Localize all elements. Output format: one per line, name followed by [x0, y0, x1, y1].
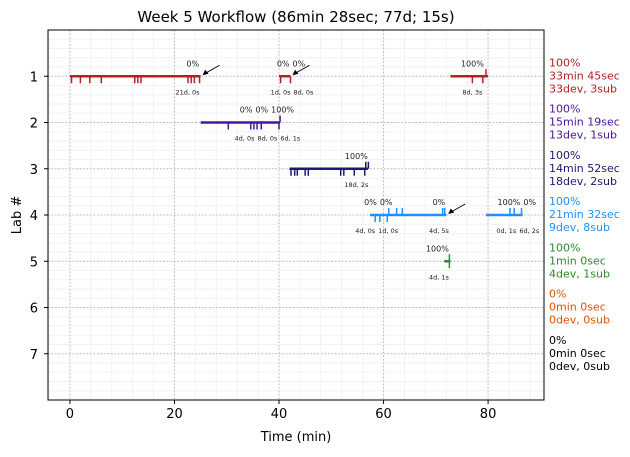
- duration-label: 8d, 3s: [462, 88, 483, 96]
- percent-label: 100%: [271, 106, 294, 115]
- arrow-head-icon: [202, 69, 209, 76]
- lab-3-summary-line: 18dev, 2sub: [549, 175, 617, 188]
- duration-label: 4d, 0s: [235, 135, 256, 143]
- duration-label: 8d, 0s: [257, 135, 278, 143]
- duration-label: 4d, 5s: [429, 227, 450, 235]
- y-tick-label: 2: [30, 117, 38, 132]
- lab-1-summary-line: 33min 45sec: [549, 69, 620, 82]
- duration-label: 4d, 1s: [429, 273, 450, 281]
- percent-label: 0%: [277, 59, 290, 68]
- y-tick-label: 6: [30, 302, 38, 317]
- y-tick-label: 4: [30, 209, 38, 224]
- lab-7-summary-line: 0min 0sec: [549, 347, 606, 360]
- x-axis-label: Time (min): [260, 430, 332, 445]
- x-tick-label: 80: [480, 407, 497, 422]
- percent-label: 100%: [461, 59, 484, 68]
- y-tick-label: 5: [30, 255, 38, 270]
- duration-label: 0d, 1s: [496, 227, 517, 235]
- lab-6-summary-line: 0dev, 0sub: [549, 314, 610, 327]
- lab-5-summary-line: 4dev, 1sub: [549, 267, 610, 280]
- lab-2-summary-line: 100%: [549, 103, 580, 116]
- y-tick-label: 3: [30, 163, 38, 178]
- x-tick-label: 0: [66, 407, 74, 422]
- lab-2-summary-line: 13dev, 1sub: [549, 129, 617, 142]
- lab-6-summary-line: 0min 0sec: [549, 301, 606, 314]
- lab-5-summary-line: 100%: [549, 241, 580, 254]
- lab-7-summary-line: 0dev, 0sub: [549, 360, 610, 373]
- x-tick-label: 20: [166, 407, 183, 422]
- duration-label: 1d, 0s: [271, 88, 292, 96]
- x-tick-label: 60: [375, 407, 392, 422]
- percent-label: 100%: [345, 152, 368, 161]
- arrow-head-icon: [292, 69, 299, 76]
- lab-4-summary-line: 21min 32sec: [549, 208, 620, 221]
- duration-label: 6d, 1s: [280, 135, 301, 143]
- percent-label: 0%: [523, 198, 536, 207]
- lab-1-summary-line: 100%: [549, 56, 580, 69]
- percent-label: 0%: [186, 59, 199, 68]
- duration-label: 8d, 0s: [294, 88, 315, 96]
- grid: [48, 30, 544, 400]
- duration-label: 21d, 0s: [176, 88, 201, 96]
- percent-label: 0%: [433, 198, 446, 207]
- lab-5-summary-line: 1min 0sec: [549, 254, 606, 267]
- y-axis-label: Lab #: [10, 196, 25, 235]
- duration-label: 1d, 0s: [378, 227, 399, 235]
- duration-label: 4d, 0s: [355, 227, 376, 235]
- lab-2-summary-line: 15min 19sec: [549, 116, 620, 129]
- percent-label: 100%: [426, 244, 449, 253]
- axes: 0 20 40 60 80 1 2 3 4 5 6 7: [30, 70, 497, 422]
- duration-label: 18d, 2s: [344, 181, 369, 189]
- percent-label: 0%: [240, 106, 253, 115]
- lab-4-summary-line: 100%: [549, 195, 580, 208]
- percent-label: 0%: [293, 59, 306, 68]
- chart-title: Week 5 Workflow (86min 28sec; 77d; 15s): [137, 8, 454, 26]
- y-tick-label: 1: [30, 70, 38, 85]
- plot-marks: 0% 0% 0% 100%21d, 0s 1d, 0s 8d, 0s 8d, 3s0% 0% 1…: [69, 59, 540, 281]
- lab-3-summary-line: 100%: [549, 149, 580, 162]
- lab-1-summary-line: 33dev, 3sub: [549, 82, 617, 95]
- percent-label: 100%: [498, 198, 521, 207]
- duration-label: 6d, 2s: [519, 227, 540, 235]
- percent-label: 0%: [380, 198, 393, 207]
- arrow-head-icon: [448, 208, 455, 214]
- percent-label: 0%: [364, 198, 377, 207]
- y-tick-label: 7: [30, 348, 38, 363]
- percent-label: 0%: [255, 106, 268, 115]
- lab-4-summary-line: 9dev, 8sub: [549, 221, 610, 234]
- lab-7-summary-line: 0%: [549, 334, 566, 347]
- lab-6-summary-line: 0%: [549, 288, 566, 301]
- lab-3-summary-line: 14min 52sec: [549, 162, 620, 175]
- x-tick-label: 40: [271, 407, 288, 422]
